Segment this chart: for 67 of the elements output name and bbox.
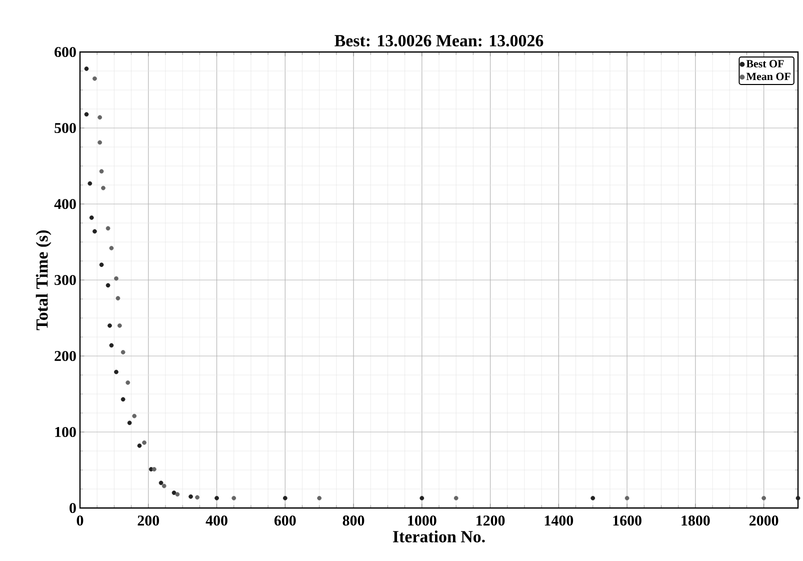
point xyxy=(92,229,97,234)
y-axis-title: Total Time (s) xyxy=(36,230,52,330)
point xyxy=(109,343,114,348)
x-tick-label: 2000 xyxy=(749,516,778,526)
point xyxy=(142,440,146,445)
point xyxy=(126,380,130,385)
x-tick-label: 400 xyxy=(206,516,228,526)
point xyxy=(114,276,118,281)
point xyxy=(127,420,132,426)
point xyxy=(214,496,219,500)
point xyxy=(132,414,137,418)
point xyxy=(116,296,120,300)
point xyxy=(796,496,800,500)
legend-label: Mean OF xyxy=(746,72,790,80)
point xyxy=(88,181,92,186)
point xyxy=(282,496,288,500)
point xyxy=(89,215,94,220)
x-tick-label: 1000 xyxy=(408,516,436,526)
x-tick-label: 0 xyxy=(76,516,84,526)
y-tick-label: 400 xyxy=(54,198,76,210)
point xyxy=(84,66,89,71)
point xyxy=(317,496,322,500)
x-tick-label: 200 xyxy=(138,516,160,526)
chart-title: Best: 13.0026 Mean: 13.0026 xyxy=(334,34,544,46)
point xyxy=(762,496,766,500)
point xyxy=(98,140,102,145)
point xyxy=(106,283,110,288)
x-tick-label: 1600 xyxy=(613,516,642,526)
point xyxy=(99,262,104,267)
point xyxy=(92,76,97,81)
point xyxy=(188,494,193,499)
point xyxy=(232,496,236,500)
legend-label: Best OF xyxy=(746,60,784,68)
x-axis-title: Iteration No. xyxy=(393,530,485,542)
point xyxy=(114,370,118,374)
x-tick-label: 1800 xyxy=(682,516,710,526)
point xyxy=(590,496,596,500)
point xyxy=(106,226,110,231)
point xyxy=(152,467,156,472)
point xyxy=(624,496,630,500)
point xyxy=(175,492,180,497)
point xyxy=(101,186,106,190)
x-tick-label: 1200 xyxy=(476,516,505,526)
x-tick-label: 600 xyxy=(274,516,296,526)
point xyxy=(420,496,424,500)
point xyxy=(195,495,200,500)
y-tick-label: 200 xyxy=(54,350,76,362)
point xyxy=(158,480,164,486)
point xyxy=(108,323,112,328)
point xyxy=(172,490,176,495)
point xyxy=(137,443,142,448)
point xyxy=(109,246,114,250)
y-tick-label: 300 xyxy=(54,274,76,286)
x-tick-label: 800 xyxy=(342,516,364,526)
point xyxy=(99,169,104,174)
y-tick-label: 600 xyxy=(54,46,76,58)
y-tick-label: 0 xyxy=(70,502,76,514)
point xyxy=(120,350,126,354)
x-tick-label: 1400 xyxy=(544,516,574,526)
y-tick-label: 100 xyxy=(55,426,76,438)
point xyxy=(120,397,126,402)
point xyxy=(454,496,458,500)
point xyxy=(84,112,89,117)
point xyxy=(117,323,122,328)
y-tick-label: 500 xyxy=(54,122,76,134)
point xyxy=(98,115,102,120)
point xyxy=(162,484,166,488)
